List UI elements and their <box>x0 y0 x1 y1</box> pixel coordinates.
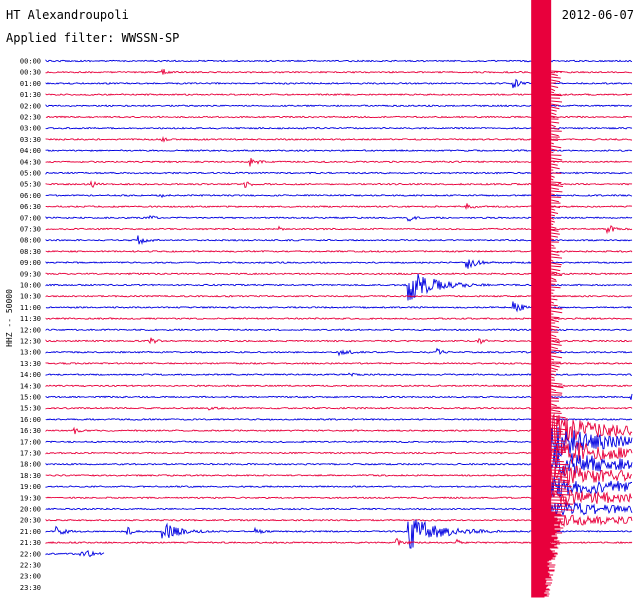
time-tick-label: 21:00 <box>20 528 41 536</box>
time-tick-label: 00:30 <box>20 69 41 77</box>
time-tick-label: 09:30 <box>20 270 41 278</box>
time-tick-label: 08:00 <box>20 237 41 245</box>
time-tick-label: 17:00 <box>20 438 41 446</box>
time-tick-label: 18:30 <box>20 472 41 480</box>
time-tick-label: 18:00 <box>20 461 41 469</box>
time-tick-label: 06:30 <box>20 203 41 211</box>
time-tick-label: 03:30 <box>20 136 41 144</box>
time-tick-label: 11:00 <box>20 304 41 312</box>
time-tick-label: 02:30 <box>20 114 41 122</box>
time-tick-label: 14:00 <box>20 371 41 379</box>
time-tick-label: 12:30 <box>20 338 41 346</box>
time-tick-label: 09:00 <box>20 259 41 267</box>
major-event-coda <box>531 511 565 598</box>
time-tick-label: 20:30 <box>20 517 41 525</box>
station-title: HT Alexandroupoli <box>6 8 129 22</box>
time-tick-label: 04:00 <box>20 147 41 155</box>
time-tick-label: 16:00 <box>20 416 41 424</box>
time-tick-label: 05:00 <box>20 170 41 178</box>
filter-label: Applied filter: WWSSN-SP <box>6 31 180 45</box>
record-date: 2012-06-07 <box>561 8 634 22</box>
time-tick-label: 14:30 <box>20 382 41 390</box>
time-tick-label: 04:30 <box>20 158 41 166</box>
time-tick-label: 00:00 <box>20 58 41 66</box>
time-tick-label: 08:30 <box>20 248 41 256</box>
time-tick-label: 22:00 <box>20 550 41 558</box>
time-tick-label: 07:30 <box>20 226 41 234</box>
time-tick-label: 02:00 <box>20 102 41 110</box>
time-tick-label: 13:00 <box>20 349 41 357</box>
time-tick-label: 01:00 <box>20 80 41 88</box>
time-tick-label: 11:30 <box>20 315 41 323</box>
time-tick-label: 20:00 <box>20 506 41 514</box>
major-event-band <box>531 0 552 512</box>
time-tick-label: 10:00 <box>20 282 41 290</box>
time-tick-label: 03:00 <box>20 125 41 133</box>
time-tick-label: 15:00 <box>20 394 41 402</box>
time-tick-label: 15:30 <box>20 405 41 413</box>
time-tick-label: 19:30 <box>20 494 41 502</box>
time-tick-label: 22:30 <box>20 562 41 570</box>
time-tick-label: 07:00 <box>20 214 41 222</box>
time-tick-label: 19:00 <box>20 483 41 491</box>
channel-label: HHZ -- 50000 <box>5 289 14 347</box>
time-tick-label: 05:30 <box>20 181 41 189</box>
time-tick-label: 12:00 <box>20 326 41 334</box>
time-tick-label: 16:30 <box>20 427 41 435</box>
time-tick-label: 23:00 <box>20 573 41 581</box>
time-tick-label: 23:30 <box>20 584 41 592</box>
time-tick-label: 10:30 <box>20 293 41 301</box>
major-event-spikes <box>550 70 574 511</box>
time-tick-label: 17:30 <box>20 450 41 458</box>
time-tick-label: 06:00 <box>20 192 41 200</box>
trace-row-2200 <box>45 549 105 558</box>
time-tick-label: 13:30 <box>20 360 41 368</box>
time-tick-label: 21:30 <box>20 539 41 547</box>
time-tick-label: 01:30 <box>20 91 41 99</box>
